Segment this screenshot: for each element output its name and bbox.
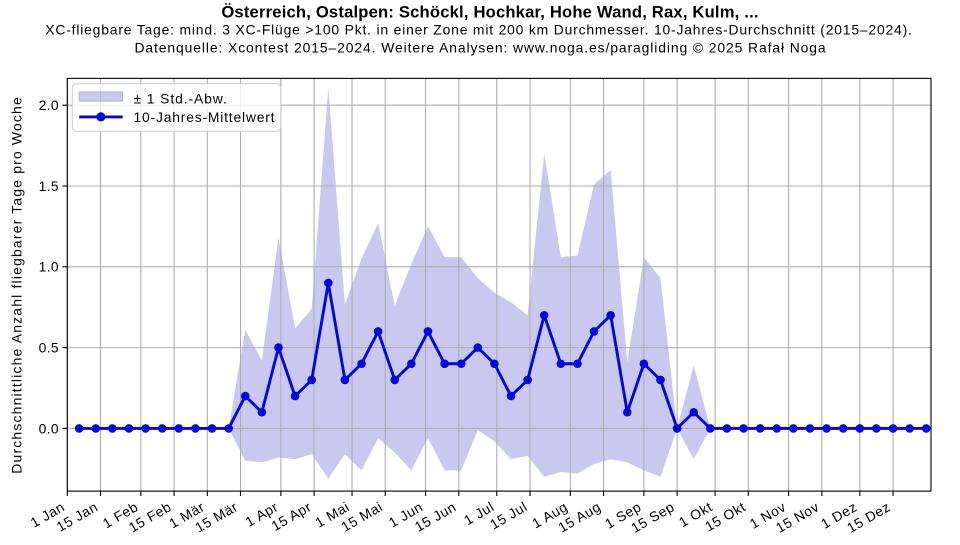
svg-text:0.5: 0.5 bbox=[39, 340, 59, 356]
svg-text:0.0: 0.0 bbox=[39, 420, 59, 436]
svg-text:1.0: 1.0 bbox=[39, 259, 59, 275]
svg-text:Datenquelle: Xcontest 2015–202: Datenquelle: Xcontest 2015–2024. Weitere… bbox=[134, 40, 826, 56]
svg-text:Österreich, Ostalpen: Schöckl,: Österreich, Ostalpen: Schöckl, Hochkar, … bbox=[221, 3, 758, 22]
svg-text:2.0: 2.0 bbox=[39, 97, 59, 113]
svg-text:XC-fliegbare Tage: mind. 3 XC-: XC-fliegbare Tage: mind. 3 XC-Flüge >100… bbox=[45, 21, 912, 37]
svg-text:1.5: 1.5 bbox=[39, 178, 59, 194]
svg-text:10-Jahres-Mittelwert: 10-Jahres-Mittelwert bbox=[134, 109, 276, 125]
svg-text:Durchschnittliche Anzahl flieg: Durchschnittliche Anzahl fliegbarer Tage… bbox=[9, 96, 25, 474]
svg-text:± 1 Std.-Abw.: ± 1 Std.-Abw. bbox=[134, 91, 228, 107]
